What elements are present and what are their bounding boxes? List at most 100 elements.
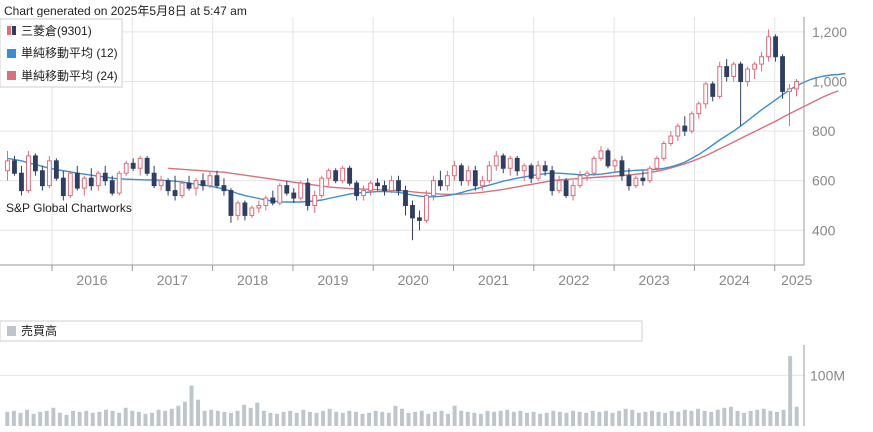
- volume-bar: [676, 411, 681, 426]
- candle-body: [612, 160, 618, 167]
- candle-body: [326, 170, 332, 179]
- candle-body: [717, 66, 723, 97]
- volume-bar: [505, 409, 510, 426]
- volume-bar: [393, 405, 398, 426]
- volume-bar: [564, 412, 569, 426]
- candle-body: [661, 142, 667, 159]
- volume-bar: [353, 411, 358, 426]
- volume-bar: [248, 407, 253, 426]
- candle-body: [193, 180, 199, 189]
- volume-bar: [242, 404, 247, 426]
- volume-bar: [288, 410, 293, 426]
- volume-bar: [525, 412, 529, 426]
- legend-label-stock: 三菱倉(9301): [21, 23, 92, 38]
- candle-body: [731, 63, 737, 78]
- volume-bar: [459, 410, 464, 426]
- volume-bar: [97, 411, 102, 426]
- candle-body: [256, 204, 262, 209]
- volume-bar: [636, 412, 641, 426]
- volume-bar: [150, 412, 154, 426]
- volume-bar: [110, 410, 115, 426]
- volume-bar: [557, 411, 562, 426]
- volume-bar: [498, 410, 503, 426]
- volume-bar: [31, 413, 36, 426]
- volume-bar: [577, 411, 582, 426]
- legend-label-ma12: 単純移動平均 (12): [21, 46, 118, 60]
- volume-bar: [268, 412, 273, 426]
- volume-bar: [400, 408, 404, 426]
- volume-bar: [794, 406, 799, 426]
- candle-body: [479, 180, 485, 187]
- candle-body: [465, 170, 471, 182]
- volume-bar: [597, 411, 602, 426]
- candle-body: [689, 113, 695, 132]
- candle-body: [291, 192, 297, 199]
- candle-body: [375, 182, 380, 187]
- volume-bar: [209, 409, 214, 426]
- x-tick-label: 2025: [781, 272, 812, 288]
- volume-bar: [321, 410, 326, 426]
- candle-body: [486, 165, 492, 182]
- candle-body: [249, 207, 255, 216]
- volume-bar: [735, 410, 740, 426]
- candle-body: [312, 195, 318, 206]
- volume-bar: [571, 410, 576, 426]
- volume-bar: [386, 412, 391, 426]
- candle-body: [752, 63, 758, 70]
- volume-bar: [261, 410, 266, 426]
- candle-body: [451, 165, 457, 177]
- candle-body: [74, 172, 80, 189]
- candle-body: [759, 56, 765, 65]
- volume-bar: [518, 410, 523, 426]
- candle-body: [130, 162, 136, 169]
- candle-body: [144, 157, 150, 174]
- volume-bar: [169, 408, 174, 426]
- candle-body: [633, 177, 639, 187]
- legend-label-ma24: 単純移動平均 (24): [21, 69, 118, 83]
- candle-body: [368, 182, 373, 192]
- volume-bar: [465, 411, 470, 426]
- volume-bar: [768, 410, 773, 426]
- candle-body: [158, 180, 164, 187]
- volume-bar: [314, 412, 319, 426]
- candle-body: [33, 155, 38, 172]
- volume-bar: [715, 409, 720, 426]
- candle-body: [319, 177, 325, 197]
- candle-body: [577, 175, 583, 187]
- volume-bar: [610, 412, 615, 426]
- candle-body: [95, 172, 101, 187]
- ma24-line: [168, 90, 839, 195]
- candle-body: [424, 195, 429, 221]
- volume-bar: [663, 412, 668, 426]
- red-square-icon: [7, 71, 16, 80]
- volume-bar: [176, 405, 181, 426]
- volume-bar: [755, 409, 760, 426]
- volume-y-axis: 100M: [810, 367, 845, 383]
- volume-bar: [656, 411, 661, 426]
- volume-bar: [18, 412, 23, 426]
- candle-body: [528, 165, 534, 179]
- candle-body: [556, 180, 562, 192]
- volume-bar: [71, 410, 76, 426]
- x-tick-label: 2024: [719, 272, 750, 288]
- volume-bar: [775, 411, 779, 426]
- candle-body: [242, 202, 248, 216]
- candle-body: [235, 202, 241, 216]
- candle-body: [745, 68, 751, 82]
- volume-bar: [788, 356, 793, 426]
- x-tick-label: 2020: [398, 272, 429, 288]
- candle-body: [703, 83, 709, 105]
- volume-bar: [439, 410, 444, 426]
- candle-body: [186, 182, 192, 189]
- candle-body: [333, 170, 339, 182]
- candle-body: [472, 170, 478, 187]
- candle-body: [5, 160, 10, 172]
- volume-y-tick-label: 100M: [810, 367, 845, 383]
- candle-body: [444, 175, 450, 187]
- y-tick-label: 1,200: [812, 24, 847, 40]
- volume-bar: [5, 411, 10, 426]
- y-tick-label: 800: [812, 123, 836, 139]
- candle-body: [116, 172, 122, 194]
- candle-body: [81, 177, 87, 189]
- volume-bar: [235, 410, 240, 426]
